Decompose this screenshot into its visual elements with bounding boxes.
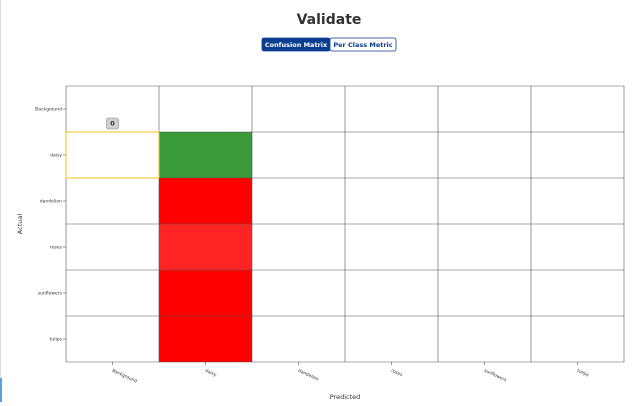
tab-label[interactable]: Per Class Metric [333, 41, 392, 49]
y-tick-label: Background [35, 107, 62, 113]
y-tick-label: roses [50, 245, 63, 251]
x-tick-label: tulips [576, 368, 590, 379]
matrix-cell [159, 316, 252, 362]
x-tick-label: roses [390, 368, 404, 379]
x-tick-label: sunflowers [483, 368, 508, 384]
y-tick-label: dandelion [40, 199, 62, 205]
page-title: Validate [297, 12, 362, 28]
matrix-cell [159, 224, 252, 270]
matrix-cell [159, 270, 252, 316]
tooltip-text: 0 [110, 120, 115, 128]
tab-label[interactable]: Confusion Matrix [265, 41, 328, 49]
matrix-cell [159, 132, 252, 178]
tab[interactable] [329, 37, 397, 52]
x-tick-label: daisy [204, 368, 218, 379]
y-axis-label: Actual [16, 214, 24, 235]
x-tick-label: dandelion [297, 368, 320, 383]
y-tick-label: sunflowers [38, 291, 63, 297]
x-axis-label: Predicted [330, 393, 361, 401]
matrix-cell [159, 178, 252, 224]
selected-cell [65, 131, 160, 179]
y-tick-label: daisy [50, 153, 62, 159]
x-tick-label: Background [111, 368, 138, 385]
edge-marker [0, 378, 2, 402]
y-tick-label: tulips [50, 337, 63, 343]
tooltip [106, 117, 119, 130]
